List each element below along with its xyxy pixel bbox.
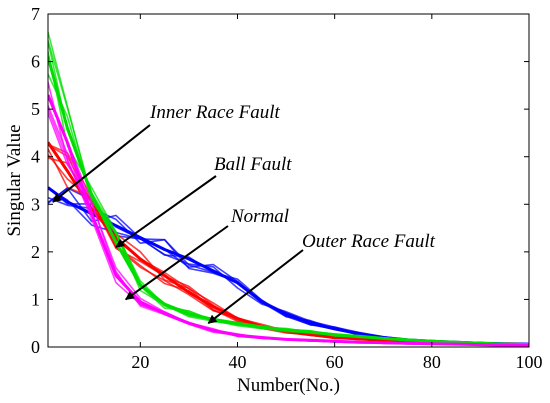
series-normal	[48, 31, 529, 347]
y-tick-label: 6	[31, 52, 40, 72]
annotation-arrow	[125, 225, 229, 301]
y-tick-label: 0	[31, 337, 40, 357]
annotation-label: Inner Race Fault	[149, 102, 281, 123]
x-tick-label: 80	[423, 352, 441, 372]
annotation-layer: Inner Race Fault Ball Fault Normal Outer Ra…	[52, 102, 436, 325]
y-tick-label: 2	[31, 242, 40, 262]
y-axis-label: Singular Value	[4, 124, 25, 236]
y-tick-label: 3	[31, 194, 40, 214]
series-line	[48, 82, 529, 347]
x-tick-label: 40	[228, 352, 246, 372]
x-tick-label: 100	[516, 352, 543, 372]
x-tick-label: 60	[326, 352, 344, 372]
x-axis-label: Number(No.)	[237, 375, 340, 396]
annotation-arrow	[52, 124, 151, 203]
annotation-label: Ball Fault	[214, 154, 292, 175]
y-tick-label: 4	[31, 147, 40, 167]
plot-background	[48, 14, 529, 347]
annotation-label: Outer Race Fault	[302, 231, 436, 252]
plot-frame	[47, 13, 530, 348]
y-tick-label: 1	[31, 289, 40, 309]
annotation-arrow	[115, 175, 217, 248]
series-outer-race-fault	[48, 82, 529, 347]
series-line	[48, 40, 529, 346]
series-layer	[48, 31, 529, 347]
ticks-layer: 20 40 60 80 100 0 1 2 3 4 5 6 7	[31, 4, 543, 372]
x-tick-label: 20	[131, 352, 149, 372]
annotation-arrow	[207, 249, 304, 325]
y-tick-label: 5	[31, 99, 40, 119]
annotation-label: Normal	[230, 206, 289, 227]
y-tick-label: 7	[31, 4, 40, 24]
